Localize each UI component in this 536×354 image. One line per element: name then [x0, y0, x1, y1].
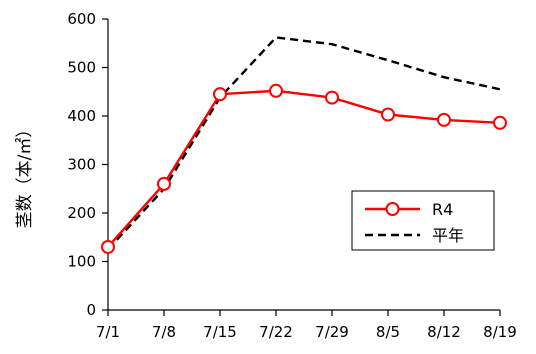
y-tick-label: 0 — [86, 301, 96, 319]
data-point-r4 — [381, 107, 395, 122]
y-tick-label: 100 — [67, 253, 96, 271]
x-tick-label: 7/15 — [203, 323, 237, 341]
series-line-heinen — [107, 36, 501, 251]
x-tick-label: 8/19 — [483, 323, 517, 341]
data-point-r4 — [101, 239, 115, 254]
data-point-r4 — [157, 176, 171, 191]
data-point-r4 — [213, 87, 227, 102]
legend-label-heinen: 平年 — [432, 226, 464, 245]
x-tick-label: 7/22 — [259, 323, 293, 341]
y-axis-label: 茎数（本/㎡） — [15, 121, 35, 229]
y-tick-label: 400 — [67, 107, 96, 125]
legend-label-r4: R4 — [432, 200, 453, 219]
legend: R4 平年 — [351, 190, 495, 251]
data-point-r4 — [325, 90, 339, 105]
y-tick-label: 600 — [67, 10, 96, 28]
x-tick-label: 8/12 — [427, 323, 461, 341]
legend-marker-r4 — [385, 202, 400, 216]
series-layer — [101, 36, 507, 254]
series-line-r4 — [107, 89, 501, 248]
data-point-r4 — [269, 83, 283, 98]
legend-box — [351, 190, 495, 251]
data-point-r4 — [493, 115, 507, 130]
y-axis-ticks: 0 100 200 300 400 500 600 — [67, 10, 108, 319]
x-tick-label: 8/5 — [376, 323, 400, 341]
x-tick-label: 7/8 — [152, 323, 176, 341]
x-tick-label: 7/29 — [315, 323, 349, 341]
y-tick-label: 300 — [67, 156, 96, 174]
y-tick-label: 500 — [67, 59, 96, 77]
x-tick-label: 7/1 — [96, 323, 120, 341]
data-point-r4 — [437, 112, 451, 127]
y-tick-label: 200 — [67, 204, 96, 222]
x-axis-ticks: 7/1 7/8 7/15 7/22 7/29 8/5 8/12 8/19 — [96, 310, 517, 341]
